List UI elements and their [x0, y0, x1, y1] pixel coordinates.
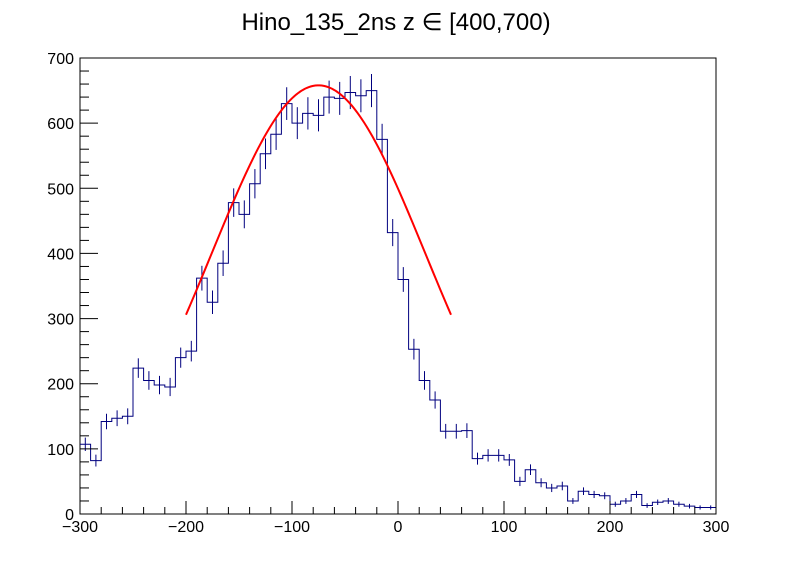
x-tick-label: −100: [274, 519, 310, 536]
histogram-outline: [80, 90, 716, 508]
chart-title: Hino_135_2ns z ∈ [400,700): [241, 9, 550, 36]
x-tick-label: −300: [62, 519, 98, 536]
y-tick-label: 300: [47, 312, 74, 329]
y-tick-label: 200: [47, 377, 74, 394]
x-tick-label: 100: [491, 519, 518, 536]
x-tick-label: 300: [703, 519, 730, 536]
y-tick-label: 0: [65, 507, 74, 524]
y-tick-label: 500: [47, 181, 74, 198]
y-tick-label: 600: [47, 116, 74, 133]
x-tick-label: 200: [597, 519, 624, 536]
y-tick-label: 700: [47, 51, 74, 68]
y-tick-label: 100: [47, 442, 74, 459]
x-tick-label: 0: [394, 519, 403, 536]
plot-frame: [79, 57, 717, 515]
fit-curve: [185, 84, 452, 316]
y-tick-label: 400: [47, 246, 74, 263]
axis-layer: −300 −200 −100 0 100 200 300 0 100 200 300 400 500 60…: [47, 51, 729, 536]
histogram-layer: [80, 73, 716, 510]
x-tick-label: −200: [168, 519, 204, 536]
fit-layer: [185, 84, 452, 316]
